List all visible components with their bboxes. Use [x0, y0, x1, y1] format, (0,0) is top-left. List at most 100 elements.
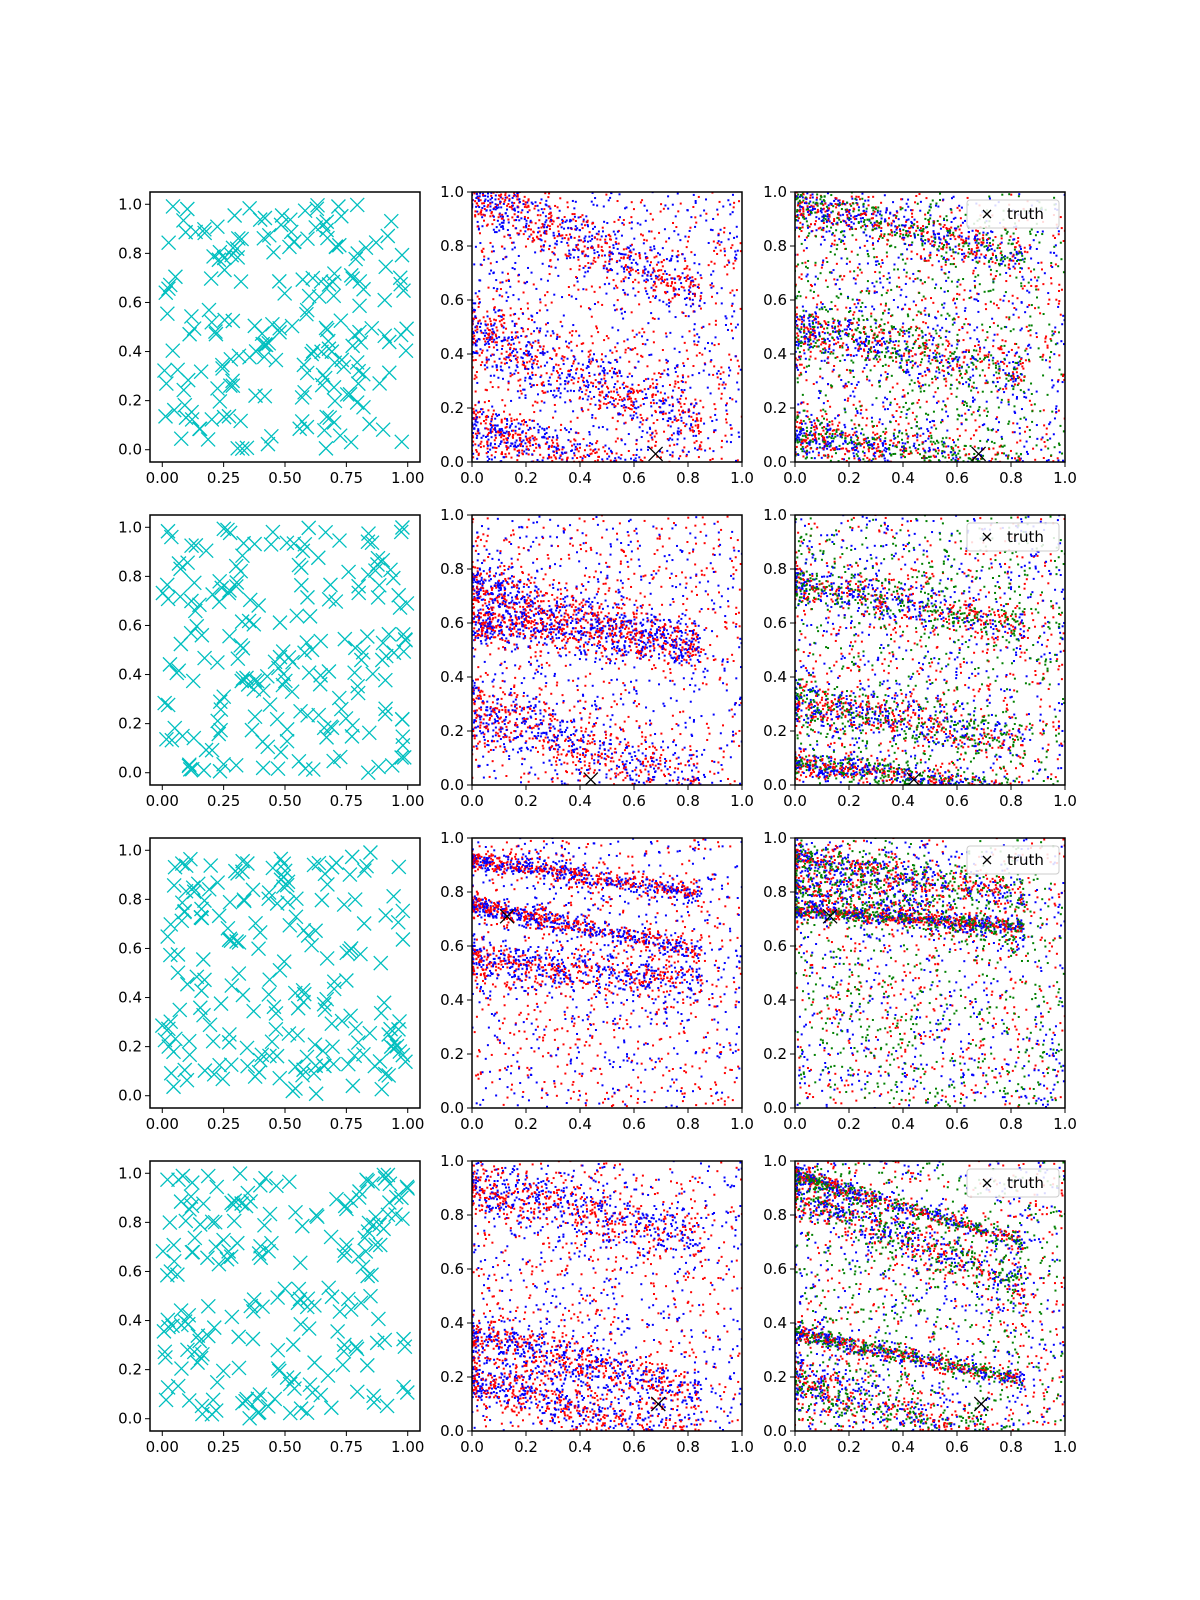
posterior-point — [542, 435, 545, 438]
posterior-point — [675, 226, 678, 229]
posterior-point — [587, 261, 590, 264]
posterior-point — [510, 399, 513, 402]
sample-x-marker — [375, 422, 391, 438]
posterior-point — [511, 267, 514, 270]
posterior-point — [682, 376, 685, 379]
posterior-point — [531, 365, 534, 368]
posterior-point — [649, 499, 651, 501]
posterior-point — [586, 221, 589, 224]
posterior-point — [632, 401, 635, 404]
posterior-point — [646, 279, 649, 282]
sample-x-marker — [233, 413, 249, 429]
posterior-point — [1005, 387, 1008, 390]
posterior-point — [655, 263, 658, 266]
posterior-point — [486, 434, 489, 437]
posterior-point — [717, 370, 720, 373]
posterior-point — [645, 396, 648, 399]
posterior-point — [704, 449, 707, 452]
posterior-point — [944, 405, 947, 408]
posterior-point — [1054, 407, 1057, 410]
sample-x-marker — [398, 343, 414, 359]
posterior-point — [516, 454, 519, 457]
posterior-point — [807, 208, 810, 211]
posterior-point — [688, 229, 691, 232]
posterior-point — [629, 254, 632, 257]
posterior-point — [910, 427, 913, 430]
posterior-point — [1042, 409, 1045, 412]
sample-x-marker — [266, 244, 281, 260]
posterior-point — [717, 232, 720, 235]
posterior-point — [796, 368, 799, 371]
posterior-point — [509, 444, 512, 447]
posterior-point — [594, 403, 597, 406]
posterior-point — [506, 339, 509, 342]
posterior-point — [992, 356, 995, 359]
posterior-point — [588, 358, 591, 361]
posterior-point — [735, 400, 738, 403]
posterior-point — [1048, 298, 1051, 301]
posterior-point — [1005, 232, 1008, 235]
posterior-point — [541, 352, 544, 355]
posterior-point — [973, 279, 976, 282]
posterior-point — [586, 270, 589, 273]
posterior-point — [825, 413, 828, 416]
posterior-point — [594, 417, 597, 420]
posterior-point — [579, 396, 582, 399]
posterior-point — [843, 386, 846, 389]
posterior-point — [591, 413, 594, 416]
posterior-point — [477, 204, 480, 207]
posterior-point — [650, 286, 653, 289]
sample-x-marker — [378, 259, 394, 275]
posterior-point — [857, 381, 860, 384]
posterior-point — [694, 201, 697, 204]
posterior-point — [1023, 257, 1026, 260]
posterior-point — [693, 295, 696, 298]
posterior-point — [907, 198, 910, 201]
sample-x-marker — [332, 428, 348, 444]
posterior-point — [800, 373, 803, 376]
posterior-point — [901, 198, 904, 201]
posterior-point — [549, 467, 551, 469]
posterior-point — [830, 301, 833, 304]
posterior-point — [671, 277, 674, 280]
posterior-point — [694, 278, 697, 281]
posterior-point — [1016, 367, 1019, 370]
posterior-point — [622, 406, 625, 409]
posterior-point — [658, 359, 661, 362]
posterior-point — [555, 438, 558, 441]
posterior-point — [512, 294, 515, 297]
posterior-point — [593, 302, 596, 305]
posterior-point — [695, 402, 698, 405]
posterior-point — [962, 278, 965, 281]
posterior-point — [636, 391, 639, 394]
posterior-point — [619, 356, 622, 359]
posterior-point — [970, 389, 973, 392]
posterior-point — [514, 357, 517, 360]
posterior-point — [537, 366, 540, 369]
posterior-point — [651, 317, 654, 320]
posterior-point — [495, 326, 498, 329]
posterior-point — [682, 421, 685, 424]
posterior-point — [538, 309, 541, 312]
posterior-point — [526, 211, 529, 214]
posterior-point — [526, 201, 529, 204]
posterior-point — [605, 267, 608, 270]
posterior-point — [505, 455, 508, 458]
sample-x-marker — [347, 327, 363, 343]
posterior-point — [1020, 301, 1023, 304]
posterior-point — [650, 353, 653, 356]
posterior-point — [677, 386, 680, 389]
posterior-point — [661, 247, 664, 250]
posterior-point — [537, 237, 540, 240]
posterior-point — [560, 464, 562, 466]
posterior-point — [516, 206, 519, 209]
posterior-point — [486, 315, 489, 318]
posterior-point — [1051, 330, 1054, 333]
posterior-point — [1045, 459, 1048, 462]
posterior-point — [924, 333, 927, 336]
posterior-point — [476, 225, 479, 228]
posterior-point — [674, 281, 677, 284]
posterior-point — [662, 259, 665, 262]
posterior-point — [901, 253, 904, 256]
posterior-point — [524, 245, 527, 248]
